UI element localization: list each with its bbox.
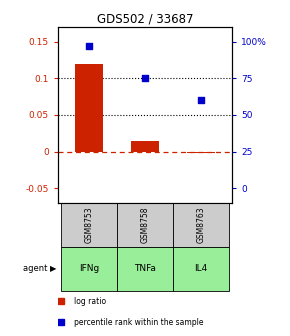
Bar [187, 152, 215, 153]
Title: GDS502 / 33687: GDS502 / 33687 [97, 13, 193, 26]
Point [199, 97, 204, 103]
Bar [117, 203, 173, 247]
Bar [75, 64, 103, 152]
Bar [61, 203, 117, 247]
Bar [173, 203, 229, 247]
Text: TNFa: TNFa [134, 264, 156, 274]
Bar [61, 247, 117, 291]
Bar [173, 247, 229, 291]
Point [86, 43, 91, 49]
Text: agent ▶: agent ▶ [23, 264, 56, 274]
Text: GSM8763: GSM8763 [197, 207, 206, 243]
Bar [131, 140, 159, 152]
Text: GSM8758: GSM8758 [140, 207, 150, 243]
Text: GSM8753: GSM8753 [84, 207, 93, 243]
Text: IFNg: IFNg [79, 264, 99, 274]
Point [143, 76, 147, 81]
Bar [117, 247, 173, 291]
Text: percentile rank within the sample: percentile rank within the sample [74, 318, 203, 327]
Text: IL4: IL4 [195, 264, 208, 274]
Text: log ratio: log ratio [74, 297, 106, 306]
